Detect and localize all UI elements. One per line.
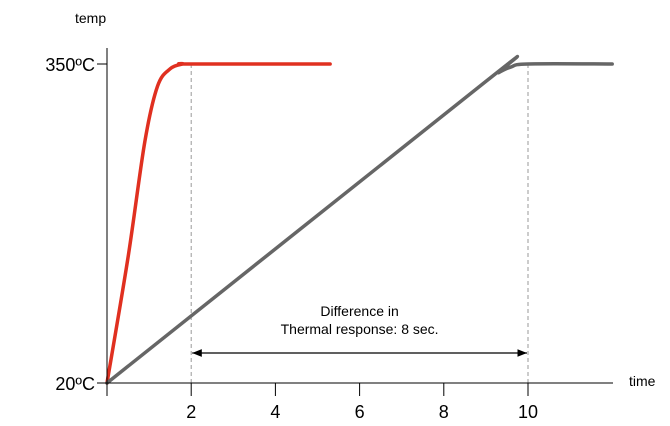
x-tick-label: 8	[439, 402, 449, 422]
y-tick-label: 20ºC	[55, 374, 95, 394]
x-tick-label: 2	[186, 402, 196, 422]
series-line-2	[105, 54, 614, 385]
x-tick-label: 6	[355, 402, 365, 422]
x-tick-label: 4	[270, 402, 280, 422]
y-ticks: 350ºC 20ºC	[45, 55, 107, 394]
x-ticks: 2 4 6 8 10	[186, 383, 538, 422]
x-tick-label: 10	[518, 402, 538, 422]
annotation-line-2: Thermal response: 8 sec.	[281, 321, 439, 337]
series-line-1	[105, 61, 332, 385]
annotation-line-1: Difference in	[320, 303, 398, 319]
y-tick-label: 350ºC	[45, 55, 95, 75]
y-axis-label: temp	[75, 10, 106, 26]
x-axis-label: time	[629, 373, 656, 389]
series-layer	[105, 54, 614, 385]
